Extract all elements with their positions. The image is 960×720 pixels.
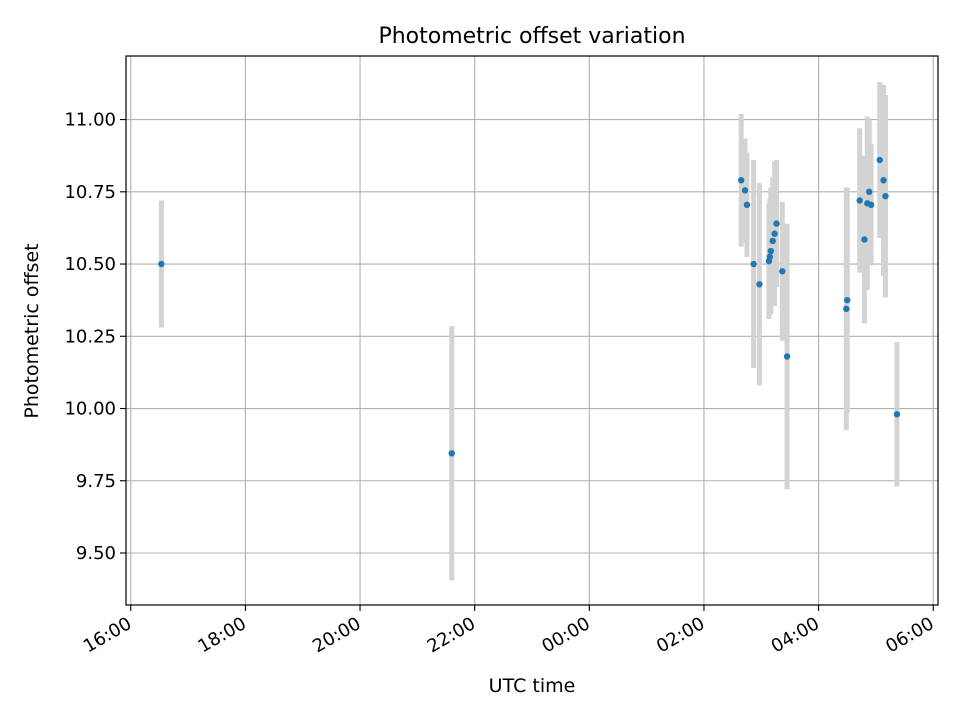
- data-point: [843, 305, 850, 313]
- data-point: [756, 281, 763, 288]
- data-point: [779, 268, 786, 275]
- y-tick-label: 10.25: [64, 326, 116, 347]
- data-point: [882, 192, 889, 200]
- data-point: [750, 260, 757, 268]
- data-point: [856, 197, 863, 204]
- y-tick-label: 9.75: [76, 471, 116, 492]
- grid-lines: [126, 56, 938, 605]
- data-point: [771, 230, 778, 237]
- y-axis-ticks: 9.50 9.75 10.00 10.25 10.50 10.75 11.00: [64, 110, 126, 564]
- data-point: [861, 236, 868, 243]
- x-axis-label: UTC time: [489, 675, 576, 697]
- y-tick-label: 9.50: [76, 543, 116, 564]
- data-point: [844, 296, 851, 304]
- data-point: [448, 450, 455, 457]
- y-tick-label: 10.75: [64, 182, 116, 203]
- data-point: [738, 177, 745, 184]
- data-point: [893, 411, 901, 418]
- chart-title: Photometric offset variation: [378, 24, 685, 49]
- data-point: [741, 187, 749, 194]
- data-point: [866, 188, 873, 196]
- y-tick-label: 10.00: [64, 399, 116, 420]
- data-point: [880, 177, 887, 184]
- data-point: [876, 156, 883, 164]
- data-points: [158, 156, 901, 457]
- y-axis-label: Photometric offset: [21, 243, 43, 418]
- data-point: [743, 201, 751, 209]
- y-tick-label: 10.50: [64, 254, 116, 275]
- plot-frame: [125, 55, 939, 606]
- data-point: [773, 220, 780, 227]
- y-tick-label: 11.00: [64, 110, 116, 131]
- data-point: [769, 237, 776, 245]
- data-point: [783, 353, 791, 360]
- data-point: [158, 260, 165, 268]
- data-point: [867, 201, 875, 209]
- data-point: [767, 247, 775, 255]
- data-point: [766, 253, 774, 261]
